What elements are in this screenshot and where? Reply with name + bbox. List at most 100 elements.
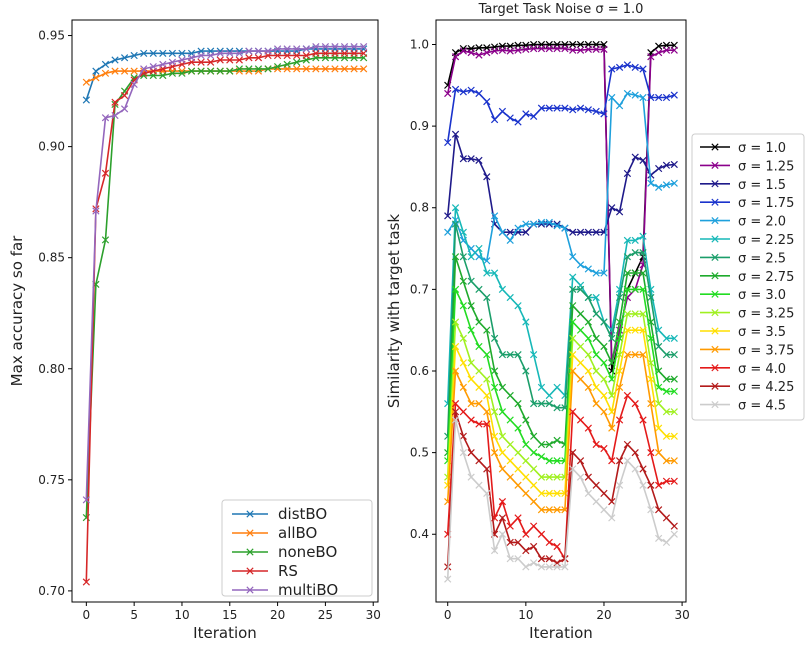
legend-marker [711, 272, 719, 280]
data-point [592, 293, 600, 302]
data-point [545, 218, 553, 227]
data-point [670, 46, 678, 54]
data-point [101, 114, 110, 122]
data-point [615, 367, 624, 375]
legend-marker [711, 364, 719, 372]
data-point [522, 563, 530, 571]
series-9 [444, 310, 678, 481]
data-point [467, 359, 475, 367]
data-point [670, 351, 678, 359]
data-point [178, 69, 186, 77]
data-point [530, 351, 538, 359]
series-line [446, 64, 675, 143]
data-point [569, 465, 577, 473]
data-point [321, 43, 330, 51]
data-point [569, 106, 577, 114]
data-point [670, 160, 678, 169]
data-point [506, 228, 514, 236]
data-point [130, 51, 138, 60]
data-point [514, 538, 522, 547]
data-point [623, 391, 632, 400]
series-0 [444, 40, 678, 375]
data-point [600, 110, 608, 118]
data-point [92, 207, 100, 215]
data-point [514, 351, 522, 359]
data-point [459, 302, 467, 310]
data-point [467, 448, 475, 457]
series-12 [444, 391, 678, 563]
data-point [514, 481, 522, 489]
data-point [584, 228, 592, 236]
data-point [647, 53, 655, 61]
data-point [647, 334, 655, 342]
data-point [569, 40, 577, 49]
data-point [530, 542, 538, 551]
data-point [451, 367, 460, 375]
data-point [584, 383, 592, 391]
data-point [545, 457, 553, 465]
legend-item: σ = 3.5 [700, 325, 786, 340]
data-point [631, 448, 639, 457]
data-point [207, 51, 215, 60]
data-point [670, 477, 678, 485]
data-point [498, 46, 507, 54]
data-point [451, 408, 460, 416]
data-point [360, 49, 368, 57]
data-point [459, 359, 467, 367]
data-point [245, 54, 253, 62]
series-8 [444, 285, 678, 465]
data-point [537, 104, 546, 112]
legend-item: σ = 2.5 [700, 251, 786, 266]
data-point [530, 497, 538, 506]
data-point [545, 473, 553, 481]
data-point [506, 47, 514, 55]
data-point [498, 107, 507, 116]
data-point [82, 578, 90, 586]
data-point [584, 334, 592, 342]
legend-marker [711, 253, 719, 262]
data-point [498, 497, 507, 506]
data-point [662, 538, 671, 547]
data-point [576, 40, 585, 49]
legend-label: RS [278, 562, 298, 580]
similarity-panel: 0 10 20 30 0.4 0.5 0.6 0.7 0.8 0.9 1.0 Iteration Sim… [385, 2, 690, 642]
data-point [576, 46, 585, 54]
data-point [514, 302, 522, 310]
y-tick-label: 0.4 [410, 527, 429, 541]
data-point [483, 326, 491, 334]
data-point [576, 326, 585, 334]
data-point [615, 457, 624, 465]
data-point [444, 212, 452, 220]
data-point [514, 118, 522, 126]
y-tick-label: 0.90 [38, 140, 65, 154]
legend-label: distBO [278, 505, 327, 523]
x-tick-label: 20 [596, 608, 611, 622]
x-axis-label: Iteration [529, 624, 593, 642]
data-point [498, 432, 507, 440]
legend-label: σ = 2.0 [738, 215, 786, 230]
data-point [506, 555, 514, 563]
data-point [467, 155, 475, 163]
data-point [360, 65, 368, 73]
data-point [467, 277, 475, 285]
legend-item: σ = 4.0 [700, 362, 786, 377]
data-point [514, 555, 522, 563]
data-point [670, 530, 678, 538]
data-point [569, 448, 577, 457]
data-point [662, 387, 671, 396]
legend-item: distBO [232, 505, 327, 523]
data-point [216, 56, 224, 64]
data-point [444, 228, 452, 236]
data-point [615, 293, 624, 302]
data-point [639, 232, 647, 240]
data-point [655, 534, 663, 542]
data-point [483, 351, 491, 359]
data-point [592, 45, 600, 54]
data-point [490, 448, 499, 457]
data-point [623, 310, 632, 318]
data-point [670, 334, 678, 342]
data-point [662, 93, 671, 102]
legend-label: allBO [278, 524, 317, 542]
data-point [254, 65, 263, 73]
